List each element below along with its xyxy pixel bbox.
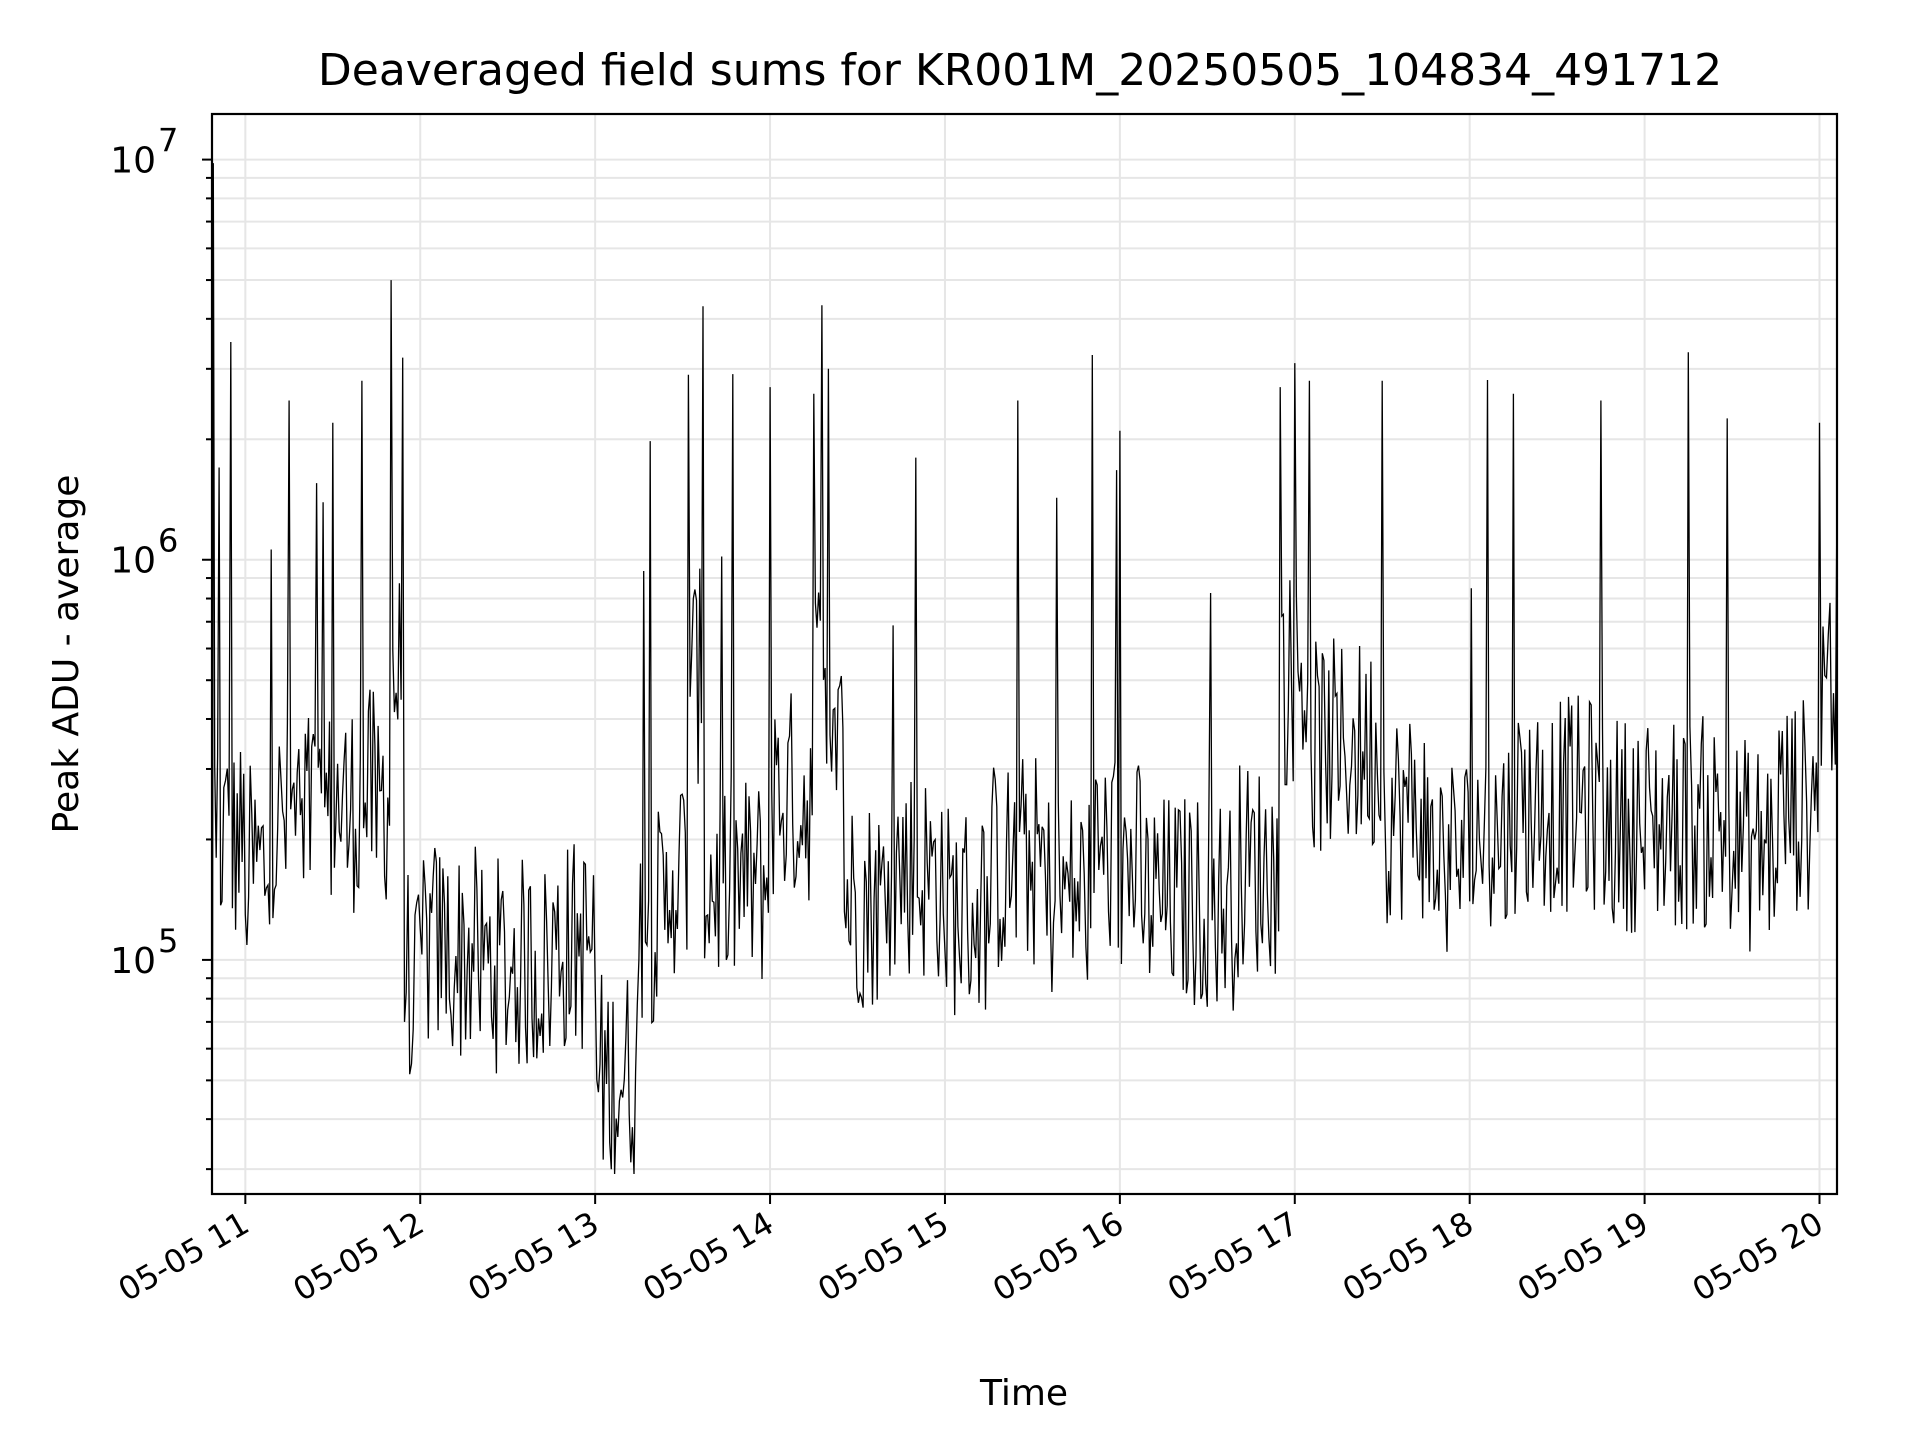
plot-frame	[210, 112, 1839, 1196]
y-tick-base: 10	[110, 941, 156, 982]
y-tick-exponent: 5	[158, 922, 178, 960]
series-line	[211, 163, 1838, 1175]
y-tick-label: 10 7	[110, 122, 178, 182]
y-tick-base: 10	[110, 141, 156, 182]
y-tick-base: 10	[110, 541, 156, 582]
y-axis-label: Peak ADU - average	[46, 475, 87, 834]
y-tick-exponent: 6	[158, 522, 178, 560]
chart-title: Deaveraged field sums for KR001M_2025050…	[318, 45, 1722, 96]
y-tick-exponent: 7	[158, 122, 178, 160]
series-layer	[211, 163, 1838, 1175]
x-axis-label: Time	[979, 1373, 1068, 1414]
y-tick-label: 10 6	[110, 522, 178, 582]
y-tick-label: 10 5	[110, 922, 178, 982]
